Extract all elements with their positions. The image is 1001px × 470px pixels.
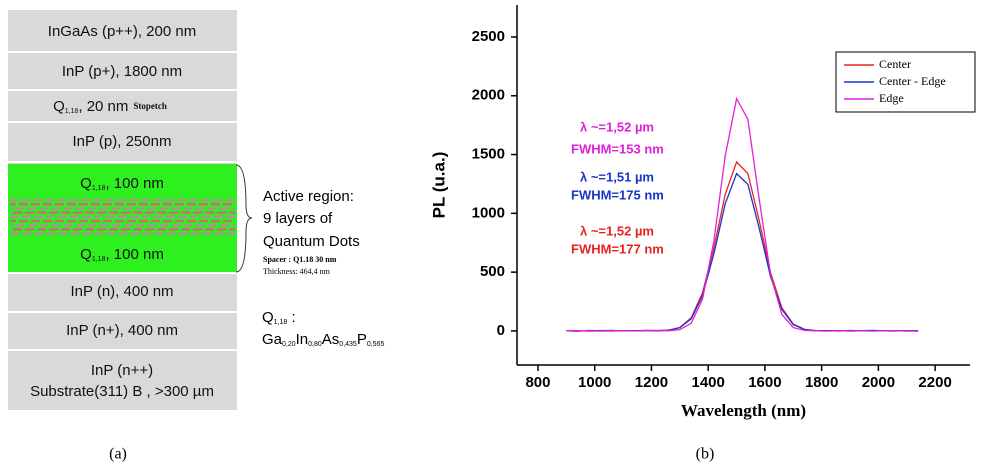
x-tick-label: 1000 — [578, 374, 611, 391]
sub: 1,18 — [274, 319, 288, 326]
layer-label: InGaAs (p++), 200 nm — [48, 23, 196, 40]
q: Q — [53, 98, 65, 115]
x-tick-label: 1400 — [691, 374, 724, 391]
layer-label: InP (n), 400 nm — [70, 283, 173, 300]
q: Q — [80, 246, 92, 263]
layer-label: Q1,18, 20 nm Stopetch — [53, 98, 167, 115]
element: P — [357, 331, 367, 348]
y-tick-label: 500 — [480, 263, 505, 280]
composition-q: Q1,18 : — [262, 309, 296, 326]
note: Stopetch — [133, 101, 167, 111]
layer-label: InP (n++) — [91, 362, 153, 379]
subscript: 0,435 — [339, 341, 357, 348]
element: As — [322, 331, 340, 348]
annotation: λ ~=1,52 µm — [580, 223, 654, 238]
y-tick-label: 1000 — [472, 204, 505, 221]
x-tick-label: 2000 — [862, 374, 895, 391]
subscript: 0,20 — [282, 341, 296, 348]
legend-label: Center - Edge — [879, 74, 946, 88]
annotation: FWHM=153 nm — [571, 141, 664, 156]
legend-label: Center — [879, 57, 911, 71]
thick: , 100 nm — [105, 246, 163, 263]
layer-label: Q1,18, 100 nm — [80, 175, 164, 192]
layer-label: InP (p+), 1800 nm — [62, 63, 182, 80]
spacer: Spacer : Q1.18 30 nm — [263, 255, 337, 264]
annotation: λ ~=1,52 µm — [580, 119, 654, 134]
active-label: 9 layers of — [263, 210, 333, 227]
y-axis-label: PL (u.a.) — [429, 152, 448, 219]
sub: 1,18 — [92, 185, 106, 192]
caption: (a) — [109, 446, 127, 463]
legend-label: Edge — [879, 91, 904, 105]
active-label: Active region: — [263, 188, 354, 205]
brace — [235, 164, 253, 273]
layer-diagram: InGaAs (p++), 200 nm InP (p+), 1800 nm Q… — [8, 10, 384, 463]
x-tick-label: 1600 — [748, 374, 781, 391]
layer-label: InP (n+), 400 nm — [66, 322, 178, 339]
annotation: FWHM=177 nm — [571, 241, 664, 256]
thickness: Thickness: 464,4 nm — [263, 267, 331, 276]
thick: , 100 nm — [105, 175, 163, 192]
element: Ga — [262, 331, 283, 348]
layer-label: InP (p), 250nm — [73, 133, 172, 150]
sub: 1,18 — [92, 256, 106, 263]
x-tick-label: 800 — [525, 374, 550, 391]
thick: , 20 nm — [78, 98, 128, 115]
annotation: λ ~=1,51 µm — [580, 169, 654, 184]
caption: (b) — [696, 446, 715, 463]
layer-label: Q1,18, 100 nm — [80, 246, 164, 263]
q: Q — [80, 175, 92, 192]
x-tick-label: 2200 — [918, 374, 951, 391]
y-tick-label: 0 — [497, 322, 505, 339]
layer-separators — [8, 51, 237, 351]
colon: : — [287, 309, 295, 326]
y-tick-label: 2000 — [472, 87, 505, 104]
x-tick-label: 1800 — [805, 374, 838, 391]
sub: 1,18 — [65, 108, 79, 115]
active-label: Quantum Dots — [263, 233, 360, 250]
element: In — [296, 331, 309, 348]
layer-label: Substrate(311) B , >300 µm — [30, 383, 214, 400]
subscript: 0,80 — [308, 341, 322, 348]
annotation: FWHM=175 nm — [571, 187, 664, 202]
subscript: 0,565 — [367, 341, 385, 348]
y-tick-label: 1500 — [472, 146, 505, 163]
x-tick-label: 1200 — [635, 374, 668, 391]
series-line — [566, 96, 919, 332]
y-tick-label: 2500 — [472, 28, 505, 45]
q: Q — [262, 309, 274, 326]
x-axis-label: Wavelength (nm) — [681, 401, 806, 420]
composition-formula: Ga0,20In0,80As0,435P0,565 — [262, 331, 384, 348]
